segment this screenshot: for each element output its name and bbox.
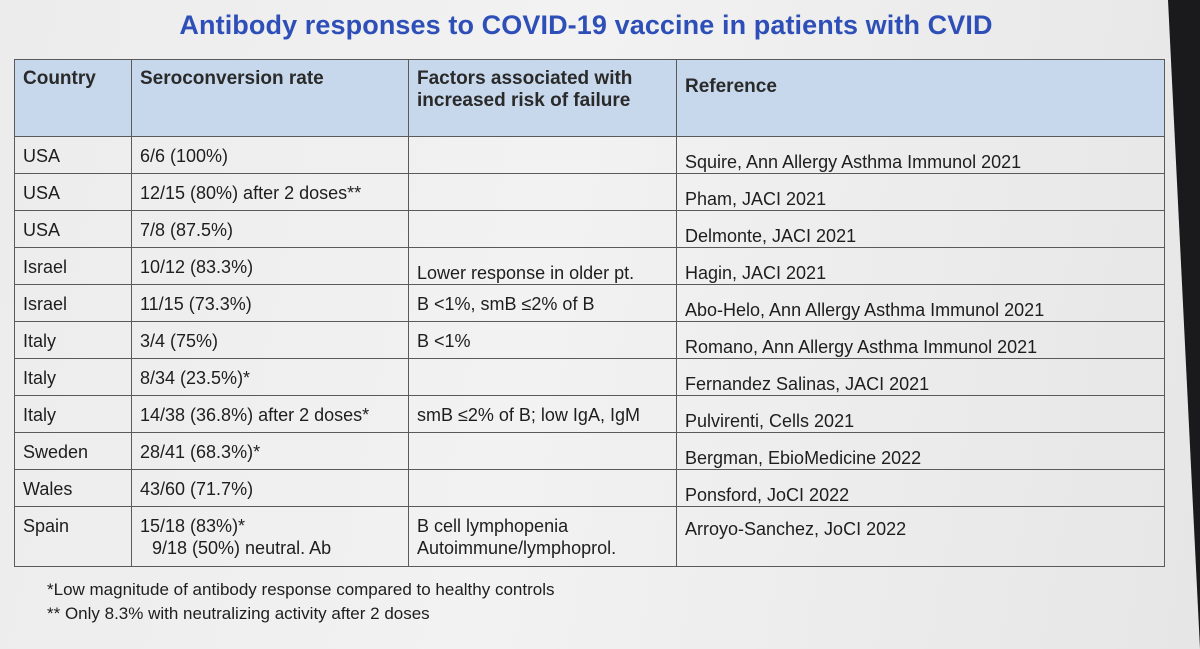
cell-rate: 15/18 (83%)* 9/18 (50%) neutral. Ab (131, 506, 409, 567)
cell-factors: B cell lymphopenia Autoimmune/lymphoprol… (408, 506, 677, 567)
header-factors-line1: Factors associated with (417, 68, 633, 89)
footnote-single-asterisk: *Low magnitude of antibody response comp… (47, 580, 555, 599)
cell-country: Sweden (14, 432, 132, 470)
slide-title: Antibody responses to COVID-19 vaccine i… (179, 10, 993, 40)
cell-factors-line2: Autoimmune/lymphoprol. (417, 538, 617, 558)
cell-rate: 11/15 (73.3%) (131, 284, 409, 322)
table-row: Italy 14/38 (36.8%) after 2 doses* smB ≤… (14, 395, 1165, 433)
cell-country: Italy (14, 321, 132, 359)
cell-rate: 7/8 (87.5%) (131, 210, 409, 248)
table-row: Israel 10/12 (83.3%) Lower response in o… (14, 247, 1165, 285)
cell-rate-line2: 9/18 (50%) neutral. Ab (152, 538, 332, 558)
table-row: Italy 3/4 (75%) B <1% Romano, Ann Allerg… (14, 321, 1165, 359)
table-row: Israel 11/15 (73.3%) B <1%, smB ≤2% of B… (14, 284, 1165, 322)
cell-factors (408, 210, 677, 248)
footnotes: *Low magnitude of antibody response comp… (47, 578, 554, 626)
cell-rate: 43/60 (71.7%) (131, 469, 409, 507)
cell-rate: 28/41 (68.3%)* (131, 432, 409, 470)
cell-factors-line1: B cell lymphopenia (417, 516, 569, 536)
cell-country: USA (14, 173, 132, 211)
cell-rate: 12/15 (80%) after 2 doses** (131, 173, 409, 211)
cell-reference: Ponsford, JoCI 2022 (676, 469, 1165, 507)
table-row: USA 7/8 (87.5%) Delmonte, JACI 2021 (14, 210, 1165, 248)
cell-factors (408, 136, 677, 174)
header-factors-line2: increased risk of failure (417, 90, 631, 111)
header-reference: Reference (676, 59, 1165, 137)
cell-reference: Arroyo-Sanchez, JoCI 2022 (676, 506, 1165, 567)
cell-country: Spain (14, 506, 132, 567)
cell-country: USA (14, 136, 132, 174)
footnote-double-asterisk: ** Only 8.3% with neutralizing activity … (47, 604, 430, 623)
header-seroconversion: Seroconversion rate (131, 59, 409, 137)
cell-country: Wales (14, 469, 132, 507)
cell-reference: Pulvirenti, Cells 2021 (676, 395, 1165, 433)
table-header-row: Country Seroconversion rate Factors asso… (14, 59, 1165, 137)
header-factors: Factors associated with increased risk o… (408, 59, 677, 137)
cell-country: USA (14, 210, 132, 248)
cell-factors (408, 173, 677, 211)
cell-factors (408, 432, 677, 470)
cell-factors: smB ≤2% of B; low IgA, IgM (408, 395, 677, 433)
cell-rate: 14/38 (36.8%) after 2 doses* (131, 395, 409, 433)
data-table: Country Seroconversion rate Factors asso… (14, 59, 1165, 567)
cell-reference: Pham, JACI 2021 (676, 173, 1165, 211)
cell-reference: Hagin, JACI 2021 (676, 247, 1165, 285)
cell-reference: Abo-Helo, Ann Allergy Asthma Immunol 202… (676, 284, 1165, 322)
table-row: Wales 43/60 (71.7%) Ponsford, JoCI 2022 (14, 469, 1165, 507)
cell-rate: 3/4 (75%) (131, 321, 409, 359)
cell-reference: Romano, Ann Allergy Asthma Immunol 2021 (676, 321, 1165, 359)
cell-factors: Lower response in older pt. (408, 247, 677, 285)
header-country: Country (14, 59, 132, 137)
cell-country: Israel (14, 247, 132, 285)
cell-reference: Squire, Ann Allergy Asthma Immunol 2021 (676, 136, 1165, 174)
cell-factors (408, 358, 677, 396)
cell-rate: 6/6 (100%) (131, 136, 409, 174)
cell-factors: B <1%, smB ≤2% of B (408, 284, 677, 322)
cell-factors (408, 469, 677, 507)
table-row: USA 12/15 (80%) after 2 doses** Pham, JA… (14, 173, 1165, 211)
cell-reference: Delmonte, JACI 2021 (676, 210, 1165, 248)
cell-country: Italy (14, 358, 132, 396)
cell-country: Israel (14, 284, 132, 322)
cell-rate: 8/34 (23.5%)* (131, 358, 409, 396)
table-row: Spain 15/18 (83%)* 9/18 (50%) neutral. A… (14, 506, 1165, 567)
cell-country: Italy (14, 395, 132, 433)
cell-rate-line1: 15/18 (83%)* (140, 516, 246, 536)
cell-factors: B <1% (408, 321, 677, 359)
cell-reference: Bergman, EbioMedicine 2022 (676, 432, 1165, 470)
table-row: USA 6/6 (100%) Squire, Ann Allergy Asthm… (14, 136, 1165, 174)
cell-reference: Fernandez Salinas, JACI 2021 (676, 358, 1165, 396)
cell-rate: 10/12 (83.3%) (131, 247, 409, 285)
table-row: Italy 8/34 (23.5%)* Fernandez Salinas, J… (14, 358, 1165, 396)
table-row: Sweden 28/41 (68.3%)* Bergman, EbioMedic… (14, 432, 1165, 470)
